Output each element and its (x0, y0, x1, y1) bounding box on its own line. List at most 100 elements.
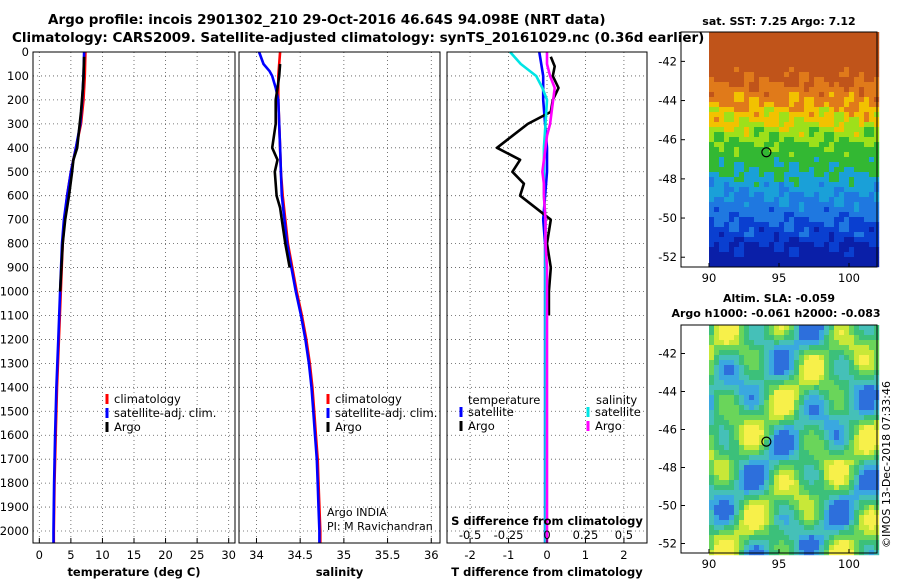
map-cell (829, 202, 835, 208)
map-cell (864, 212, 870, 218)
map-cell (754, 340, 760, 346)
map-cell (734, 197, 740, 203)
map-cell (739, 37, 745, 43)
map-cell (814, 395, 820, 401)
map-cell (844, 415, 850, 421)
map-cell (829, 400, 835, 406)
map-cell (714, 365, 720, 371)
map-cell (849, 405, 855, 411)
lat-tick-label: -42 (658, 347, 677, 361)
map-cell (714, 92, 720, 98)
map-cell (754, 455, 760, 461)
map-cell (709, 390, 715, 396)
map-cell (744, 47, 750, 53)
map-cell (854, 42, 860, 48)
map-cell (839, 242, 845, 248)
map-cell (764, 127, 770, 133)
map-cell (764, 545, 770, 551)
map-cell (759, 187, 765, 193)
map-cell (794, 390, 800, 396)
map-cell (864, 62, 870, 68)
map-cell (859, 167, 865, 173)
map-cell (839, 395, 845, 401)
map-cell (859, 192, 865, 198)
map-cell (739, 247, 745, 253)
map-cell (769, 232, 775, 238)
map-cell (849, 142, 855, 148)
map-cell (779, 480, 785, 486)
map-cell (734, 340, 740, 346)
map-cell (844, 202, 850, 208)
map-cell (714, 435, 720, 441)
map-cell (734, 212, 740, 218)
map-cell (779, 257, 785, 263)
map-cell (804, 465, 810, 471)
map-cell (814, 335, 820, 341)
map-cell (794, 430, 800, 436)
map-cell (739, 112, 745, 118)
map-cell (714, 385, 720, 391)
y-tick-label: 1900 (0, 500, 29, 514)
map-cell (819, 37, 825, 43)
map-cell (709, 355, 715, 361)
map-cell (719, 415, 725, 421)
map-cell (784, 112, 790, 118)
map-cell (849, 365, 855, 371)
map-cell (819, 525, 825, 531)
map-cell (824, 325, 830, 331)
map-cell (749, 147, 755, 153)
map-cell (734, 405, 740, 411)
map-cell (809, 242, 815, 248)
map-cell (799, 247, 805, 253)
map-cell (774, 252, 780, 258)
map-cell (864, 360, 870, 366)
map-cell (844, 62, 850, 68)
map-cell (824, 390, 830, 396)
map-cell (844, 182, 850, 188)
map-cell (839, 212, 845, 218)
map-cell (794, 187, 800, 193)
map-cell (759, 470, 765, 476)
map-cell (714, 67, 720, 73)
map-cell (714, 247, 720, 253)
map-cell (774, 62, 780, 68)
map-cell (864, 540, 870, 546)
map-cell (809, 207, 815, 213)
map-cell (724, 520, 730, 526)
map-cell (769, 390, 775, 396)
map-cell (844, 330, 850, 336)
map-cell (789, 67, 795, 73)
map-cell (754, 435, 760, 441)
map-cell (799, 212, 805, 218)
map-cell (734, 107, 740, 113)
map-cell (759, 227, 765, 233)
map-cell (779, 132, 785, 138)
map-cell (719, 490, 725, 496)
map-cell (784, 355, 790, 361)
map-cell (769, 380, 775, 386)
map-cell (824, 380, 830, 386)
map-cell (814, 102, 820, 108)
map-cell (709, 37, 715, 43)
map-cell (774, 32, 780, 38)
map-cell (804, 197, 810, 203)
x-tick-label: 30 (221, 548, 236, 562)
map-cell (714, 370, 720, 376)
map-cell (804, 515, 810, 521)
map-cell (774, 535, 780, 541)
map-cell (799, 525, 805, 531)
map-cell (839, 365, 845, 371)
x-tick-label: 36 (424, 548, 439, 562)
map-cell (799, 132, 805, 138)
map-cell (764, 425, 770, 431)
map-cell (724, 97, 730, 103)
map-cell (819, 430, 825, 436)
map-cell (824, 257, 830, 263)
map-cell (834, 360, 840, 366)
map-cell (784, 177, 790, 183)
map-cell (844, 152, 850, 158)
map-cell (744, 122, 750, 128)
map-cell (869, 37, 875, 43)
map-cell (734, 137, 740, 143)
map-cell (859, 435, 865, 441)
